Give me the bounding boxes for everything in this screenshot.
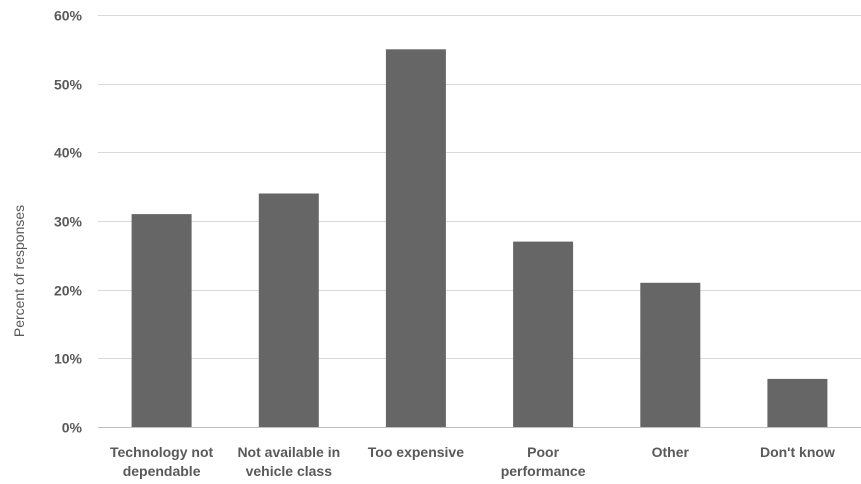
x-category-label-line: Not available in <box>237 444 340 460</box>
x-category-label-line: Don't know <box>760 444 835 460</box>
bar <box>385 49 446 428</box>
y-tick-label: 60% <box>54 8 83 24</box>
x-category-label-line: Poor <box>527 444 559 460</box>
x-category-label-line: Technology not <box>110 444 214 460</box>
bar <box>258 193 319 427</box>
x-category-label-line: performance <box>501 463 586 479</box>
y-tick-label: 40% <box>54 145 83 161</box>
y-axis-ticks: 0% 10% 20% 30% 40% 50% 60% <box>54 8 83 436</box>
x-category-label: Not available in vehicle class <box>237 444 340 479</box>
x-category-label: Other <box>652 444 690 460</box>
bar <box>513 241 574 427</box>
x-category-label: Poor performance <box>501 444 586 479</box>
y-tick-label: 0% <box>62 420 83 436</box>
x-category-label: Too expensive <box>368 444 464 460</box>
bar <box>767 378 828 427</box>
y-axis-title: Percent of responses <box>11 205 27 337</box>
y-tick-label: 20% <box>54 283 83 299</box>
x-category-label-line: Too expensive <box>368 444 464 460</box>
x-category-label: Don't know <box>760 444 835 460</box>
y-tick-label: 10% <box>54 351 83 367</box>
x-category-label: Technology not dependable <box>110 444 214 479</box>
y-tick-label: 50% <box>54 77 83 93</box>
x-category-label-line: dependable <box>123 463 201 479</box>
bar <box>131 214 192 427</box>
bars <box>131 49 828 428</box>
bar <box>640 282 701 427</box>
x-category-label-line: vehicle class <box>246 463 333 479</box>
gridlines <box>98 15 861 428</box>
y-tick-label: 30% <box>54 214 83 230</box>
x-category-label-line: Other <box>652 444 690 460</box>
x-axis-labels: Technology not dependable Not available in… <box>110 444 835 479</box>
